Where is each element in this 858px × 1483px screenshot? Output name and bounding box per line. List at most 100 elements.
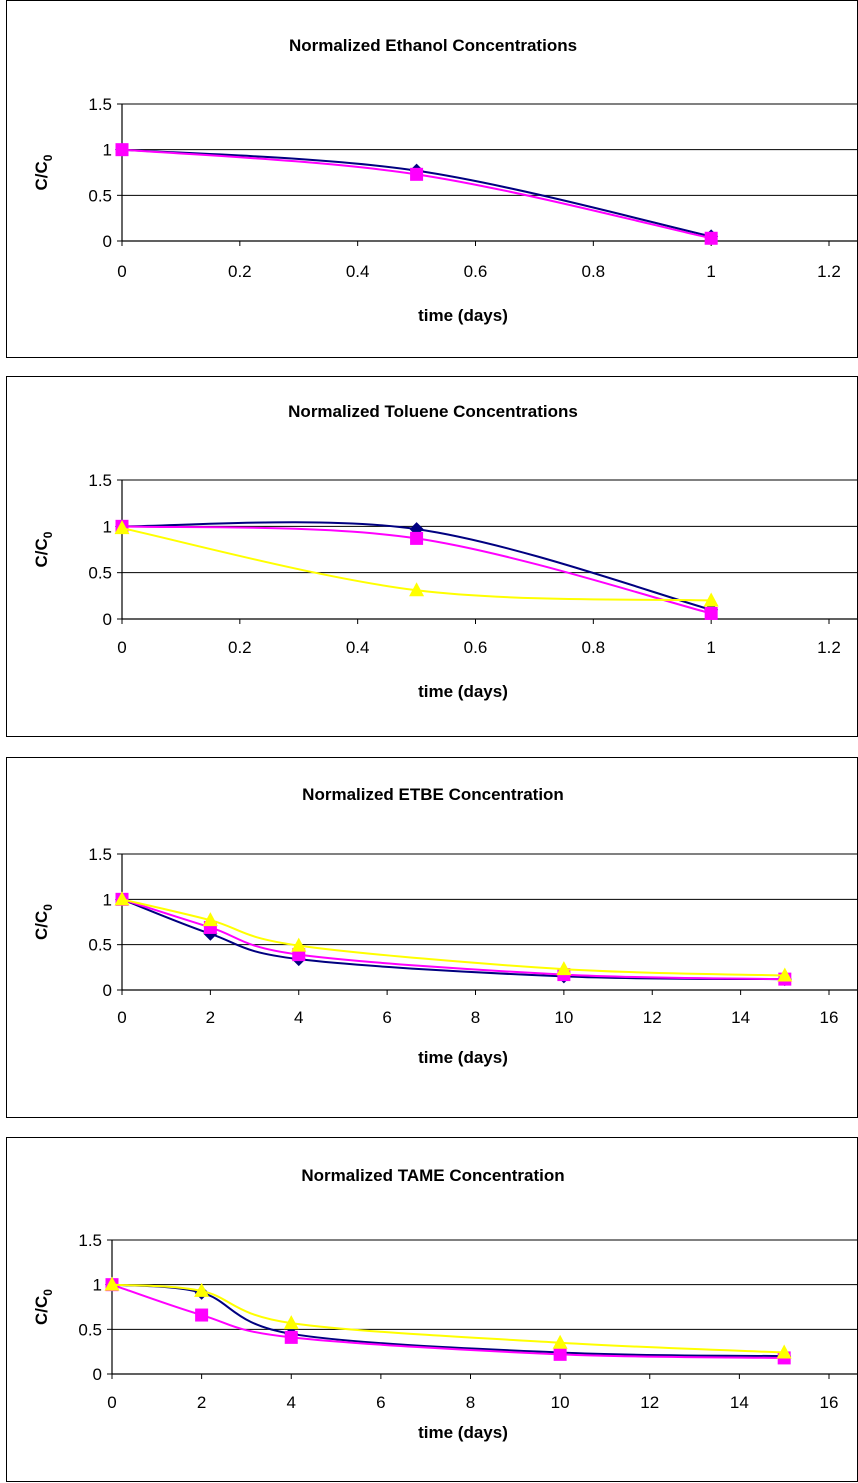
y-axis-label: C/C0	[32, 154, 55, 190]
plot-area	[121, 479, 858, 620]
tame-chart-panel: Normalized TAME Concentration 0 0.5 1 1.5 0 2 4…	[6, 1137, 858, 1482]
x-tick-label: 1	[706, 638, 715, 657]
y-tick-label: 1	[93, 1276, 102, 1295]
plot-area	[121, 103, 858, 242]
x-tick-label: 0	[117, 1008, 126, 1027]
y-tick-label: 0.5	[88, 186, 112, 205]
series-2-point	[704, 606, 718, 620]
series-2-point	[410, 167, 424, 181]
y-tick-label: 1	[103, 517, 112, 536]
chart-title: Normalized Toluene Concentrations	[288, 402, 578, 421]
y-axis-label: C/C0	[32, 531, 55, 567]
x-tick-label: 1.2	[817, 262, 841, 281]
series-3-point	[104, 1276, 120, 1291]
series-1-markers	[115, 142, 719, 244]
x-tick-label: 4	[287, 1393, 296, 1412]
series-2-point	[704, 231, 718, 245]
x-tick-label: 16	[820, 1393, 839, 1412]
series-3-line	[121, 898, 785, 977]
ethanol-chart-panel: Normalized Ethanol Concentrations 0 0.5 1 1.…	[6, 0, 858, 358]
x-tick-label: 0.2	[228, 262, 252, 281]
x-tick-label: 12	[643, 1008, 662, 1027]
series-2-point	[410, 531, 424, 545]
x-tick-label: 0.8	[582, 262, 606, 281]
y-tick-label: 1	[103, 141, 112, 160]
x-tick-label: 0	[107, 1393, 116, 1412]
series-3-point	[777, 967, 793, 982]
chart-title: Normalized TAME Concentration	[301, 1166, 564, 1185]
x-axis-label: time (days)	[418, 306, 508, 325]
x-tick-label: 0.8	[582, 638, 606, 657]
x-tick-label: 1.2	[817, 638, 841, 657]
series-2-point	[553, 1347, 567, 1361]
series-2-line	[111, 1283, 785, 1359]
series-1-line	[121, 898, 785, 981]
series-2-point	[284, 1330, 298, 1344]
x-tick-label: 0	[117, 638, 126, 657]
x-tick-label: 0.2	[228, 638, 252, 657]
series-2-markers	[115, 143, 718, 245]
series-1-line	[111, 1283, 785, 1358]
series-3-point	[409, 582, 425, 597]
y-tick-label: 0	[103, 610, 112, 629]
y-tick-label: 0	[93, 1365, 102, 1384]
y-tick-label: 1.5	[78, 1231, 102, 1250]
y-axis-label: C/C0	[32, 1289, 55, 1325]
etbe-chart: Normalized ETBE Concentration 0 0.5 1 1.5 0 2 4…	[32, 785, 858, 1067]
x-tick-label: 14	[730, 1393, 749, 1412]
y-tick-label: 0.5	[88, 936, 112, 955]
series-3-line	[111, 1283, 785, 1354]
chart-title: Normalized Ethanol Concentrations	[289, 36, 577, 55]
series-3-point	[556, 961, 572, 976]
series-3-point	[114, 520, 130, 535]
series-2-line	[121, 148, 712, 240]
x-axis-label: time (days)	[418, 1048, 508, 1067]
x-axis-label: time (days)	[418, 1423, 508, 1442]
x-tick-label: 6	[382, 1008, 391, 1027]
series-3-markers	[114, 891, 793, 982]
ethanol-chart: Normalized Ethanol Concentrations 0 0.5 1 1.…	[32, 36, 858, 325]
tame-chart: Normalized TAME Concentration 0 0.5 1 1.5 0 2 4…	[32, 1166, 858, 1442]
x-tick-label: 10	[551, 1393, 570, 1412]
x-tick-label: 8	[466, 1393, 475, 1412]
x-tick-label: 2	[206, 1008, 215, 1027]
series-1-markers	[115, 892, 792, 987]
series-2-line	[121, 898, 785, 981]
chart-title: Normalized ETBE Concentration	[302, 785, 564, 804]
y-tick-label: 0.5	[78, 1320, 102, 1339]
series-3-markers	[104, 1276, 792, 1359]
series-3-point	[194, 1282, 210, 1297]
series-1-point	[409, 522, 424, 537]
x-axis-label: time (days)	[418, 682, 508, 701]
series-3-markers	[114, 520, 719, 607]
series-3-point	[202, 912, 218, 927]
series-3-point	[283, 1315, 299, 1330]
y-tick-label: 1.5	[88, 95, 112, 114]
y-tick-label: 0	[103, 232, 112, 251]
series-1-line	[121, 148, 712, 238]
y-tick-label: 1.5	[88, 471, 112, 490]
x-tick-label: 6	[376, 1393, 385, 1412]
x-tick-label: 10	[554, 1008, 573, 1027]
y-tick-label: 1.5	[88, 845, 112, 864]
y-tick-label: 0.5	[88, 564, 112, 583]
x-tick-label: 4	[294, 1008, 303, 1027]
series-2-point	[195, 1308, 209, 1322]
x-tick-label: 2	[197, 1393, 206, 1412]
series-3-point	[114, 891, 130, 906]
x-tick-label: 1	[706, 262, 715, 281]
series-3-point	[291, 937, 307, 952]
series-3-point	[552, 1334, 568, 1349]
x-tick-label: 14	[731, 1008, 750, 1027]
toluene-chart-panel: Normalized Toluene Concentrations 0 0.5 1 1.…	[6, 376, 858, 737]
y-tick-label: 1	[103, 890, 112, 909]
x-tick-label: 0.6	[464, 262, 488, 281]
etbe-chart-panel: Normalized ETBE Concentration 0 0.5 1 1.5 0 2 4…	[6, 757, 858, 1118]
x-tick-label: 0	[117, 262, 126, 281]
y-axis-label: C/C0	[32, 904, 55, 940]
series-3-point	[703, 592, 719, 607]
y-tick-label: 0	[103, 981, 112, 1000]
x-tick-label: 8	[471, 1008, 480, 1027]
x-tick-label: 0.4	[346, 638, 370, 657]
series-2-markers	[105, 1278, 791, 1365]
